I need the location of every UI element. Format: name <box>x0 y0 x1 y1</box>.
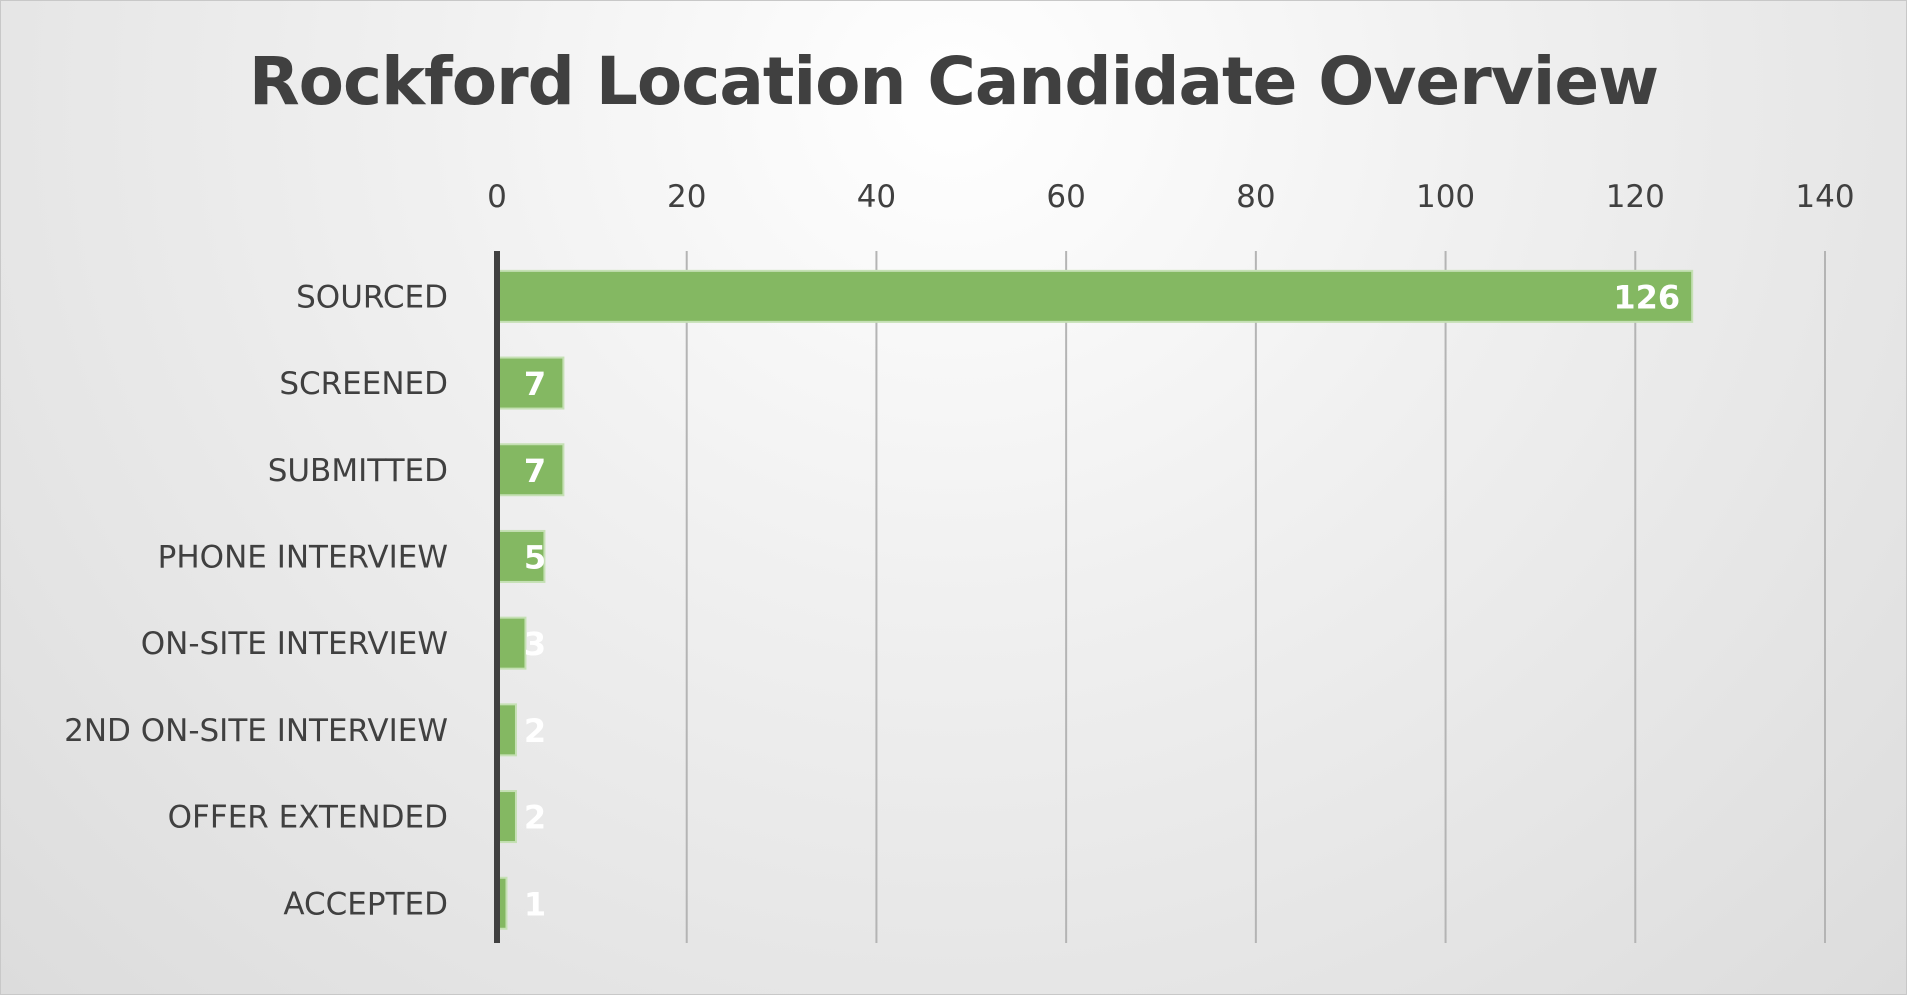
data-label: 7 <box>524 452 546 490</box>
category-label: PHONE INTERVIEW <box>158 539 448 575</box>
data-label: 1 <box>524 885 546 923</box>
category-label: ON-SITE INTERVIEW <box>141 626 448 662</box>
category-label: SOURCED <box>296 279 448 315</box>
data-label: 5 <box>524 538 546 576</box>
bar <box>496 269 1694 323</box>
data-label: 2 <box>524 712 546 750</box>
category-label: SCREENED <box>279 366 448 402</box>
x-tick-label: 60 <box>1046 179 1085 215</box>
category-label: OFFER EXTENDED <box>168 800 448 836</box>
data-label: 3 <box>524 625 546 663</box>
category-label: 2ND ON-SITE INTERVIEW <box>64 713 448 749</box>
x-tick-label: 100 <box>1416 179 1475 215</box>
bar <box>496 616 527 670</box>
data-label: 2 <box>524 799 546 837</box>
category-label: SUBMITTED <box>268 453 448 489</box>
x-tick-label: 80 <box>1236 179 1275 215</box>
chart-title: Rockford Location Candidate Overview <box>248 43 1659 120</box>
data-label: 126 <box>1613 278 1680 316</box>
data-label: 7 <box>524 365 546 403</box>
bar <box>496 356 565 410</box>
x-tick-label: 140 <box>1795 179 1854 215</box>
x-tick-label: 20 <box>667 179 706 215</box>
x-tick-label: 0 <box>487 179 507 215</box>
x-tick-label: 120 <box>1606 179 1665 215</box>
category-label: ACCEPTED <box>283 886 448 922</box>
x-tick-label: 40 <box>857 179 896 215</box>
